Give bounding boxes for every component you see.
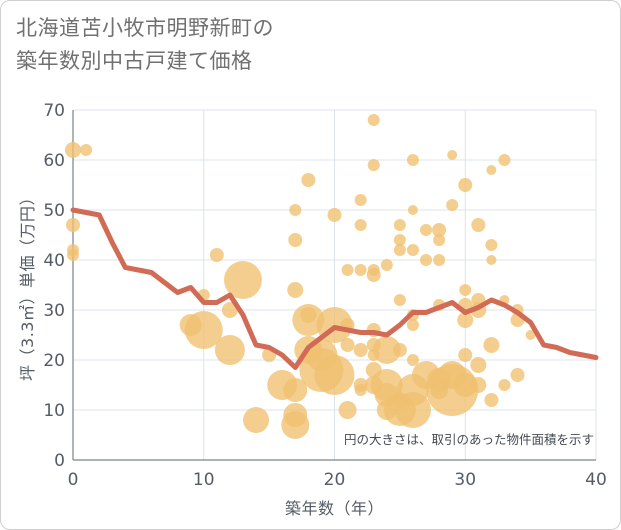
data-bubble — [406, 354, 419, 366]
data-bubble — [510, 368, 525, 382]
data-bubble — [367, 114, 380, 126]
data-bubble — [353, 343, 368, 357]
data-bubble — [380, 259, 393, 271]
data-bubble — [281, 411, 310, 439]
x-tick-label: 40 — [585, 470, 607, 490]
y-tick-label: 20 — [43, 351, 65, 371]
data-bubble — [484, 393, 499, 407]
data-bubble — [393, 244, 406, 256]
data-bubble — [288, 233, 303, 247]
data-bubble — [66, 218, 80, 232]
data-bubble — [393, 234, 406, 246]
data-bubble — [341, 264, 354, 276]
data-bubble — [420, 224, 433, 236]
data-bubble — [486, 255, 497, 265]
data-bubble — [314, 355, 355, 395]
data-bubble — [327, 208, 342, 222]
title-line-2: 築年数別中古戸建て価格 — [16, 49, 253, 73]
data-bubble — [483, 337, 500, 353]
data-bubble — [221, 302, 238, 318]
data-bubble — [223, 261, 262, 299]
data-bubble — [65, 142, 81, 158]
data-bubble — [354, 384, 367, 396]
data-bubble — [287, 282, 304, 298]
data-bubble — [486, 165, 497, 175]
title-line-1: 北海道苫小牧市明野新町の — [16, 16, 274, 40]
data-bubble — [394, 392, 431, 428]
data-bubble — [458, 348, 473, 362]
y-tick-label: 50 — [43, 201, 65, 221]
y-tick-label: 60 — [43, 151, 65, 171]
data-bubble — [354, 194, 367, 206]
data-bubble — [301, 173, 316, 187]
data-bubble — [340, 338, 355, 352]
data-bubble — [209, 248, 224, 262]
data-bubble — [367, 159, 380, 171]
y-tick-label: 30 — [43, 301, 65, 321]
data-bubble — [457, 312, 474, 328]
y-tick-label: 40 — [43, 251, 65, 271]
data-bubble — [433, 234, 446, 246]
data-bubble — [470, 377, 487, 393]
x-tick-label: 0 — [68, 470, 79, 490]
data-bubble — [214, 335, 245, 365]
x-tick-label: 30 — [454, 470, 476, 490]
data-bubble — [498, 379, 511, 391]
data-bubble — [393, 219, 406, 231]
data-bubble — [338, 401, 357, 419]
chart-title: 北海道苫小牧市明野新町の 築年数別中古戸建て価格 — [16, 12, 274, 78]
data-bubble — [471, 218, 486, 232]
x-tick-label: 10 — [193, 470, 215, 490]
y-tick-label: 10 — [43, 401, 65, 421]
data-bubble — [459, 284, 472, 296]
data-bubble — [67, 249, 79, 261]
data-bubble — [393, 294, 406, 306]
data-bubble — [354, 219, 367, 231]
data-bubble — [406, 319, 419, 331]
data-bubble — [80, 144, 93, 156]
data-bubble — [458, 178, 473, 192]
data-bubble — [485, 239, 498, 251]
data-bubble — [446, 199, 459, 211]
data-bubble — [407, 205, 418, 215]
data-bubble — [354, 264, 367, 276]
data-bubble — [453, 373, 478, 397]
data-bubble — [300, 307, 317, 323]
bubble-size-note: 円の大きさは、取引のあった物件面積を示す — [344, 432, 594, 447]
x-tick-label: 20 — [324, 470, 346, 490]
data-bubble — [433, 254, 446, 266]
y-tick-label: 0 — [54, 451, 65, 471]
data-bubble — [498, 154, 511, 166]
y-tick-label: 70 — [43, 101, 65, 121]
y-axis-title: 坪（3.3㎡）単価（万円） — [18, 189, 37, 381]
data-bubble — [366, 268, 381, 282]
data-bubble — [470, 357, 487, 373]
data-bubble — [525, 330, 536, 340]
x-axis-title: 築年数（年） — [285, 499, 384, 518]
data-bubble — [406, 244, 419, 256]
data-bubble — [392, 343, 407, 357]
data-bubble — [432, 223, 447, 237]
data-bubble — [406, 154, 419, 166]
data-bubble — [372, 336, 401, 364]
average-price-line — [70, 207, 599, 370]
data-bubble — [184, 311, 223, 349]
data-bubble — [283, 378, 308, 402]
data-bubble — [289, 204, 302, 216]
data-bubble — [447, 150, 458, 160]
data-bubble — [420, 254, 433, 266]
data-bubble — [243, 407, 270, 433]
